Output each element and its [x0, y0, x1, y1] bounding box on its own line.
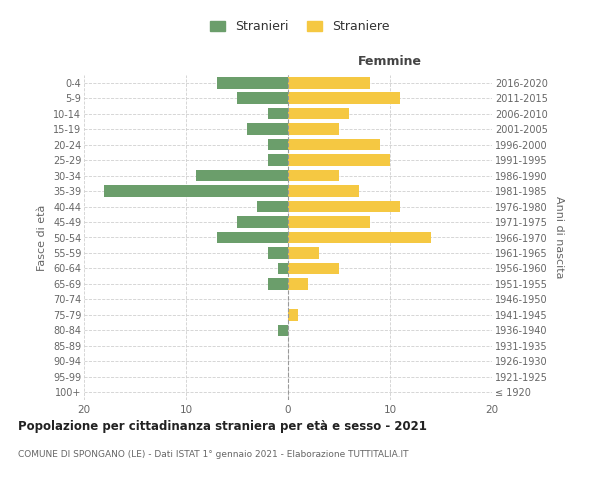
Bar: [196, 170, 288, 181]
Bar: [278, 262, 288, 274]
Bar: [288, 200, 400, 212]
Bar: [268, 278, 288, 289]
Bar: [288, 278, 308, 289]
Bar: [288, 108, 349, 120]
Bar: [288, 170, 339, 181]
Bar: [104, 186, 288, 197]
Text: Femmine: Femmine: [358, 56, 422, 68]
Bar: [288, 139, 380, 150]
Bar: [257, 200, 288, 212]
Y-axis label: Anni di nascita: Anni di nascita: [554, 196, 565, 279]
Bar: [288, 232, 431, 243]
Bar: [288, 154, 390, 166]
Bar: [278, 324, 288, 336]
Bar: [288, 247, 319, 259]
Bar: [268, 247, 288, 259]
Bar: [237, 216, 288, 228]
Bar: [288, 124, 339, 135]
Bar: [237, 92, 288, 104]
Bar: [288, 309, 298, 320]
Bar: [288, 216, 370, 228]
Y-axis label: Fasce di età: Fasce di età: [37, 204, 47, 270]
Bar: [288, 186, 359, 197]
Text: COMUNE DI SPONGANO (LE) - Dati ISTAT 1° gennaio 2021 - Elaborazione TUTTITALIA.I: COMUNE DI SPONGANO (LE) - Dati ISTAT 1° …: [18, 450, 409, 459]
Bar: [288, 92, 400, 104]
Bar: [288, 262, 339, 274]
Text: Popolazione per cittadinanza straniera per età e sesso - 2021: Popolazione per cittadinanza straniera p…: [18, 420, 427, 433]
Bar: [217, 232, 288, 243]
Bar: [288, 77, 370, 88]
Bar: [247, 124, 288, 135]
Bar: [268, 139, 288, 150]
Bar: [268, 154, 288, 166]
Bar: [268, 108, 288, 120]
Bar: [217, 77, 288, 88]
Legend: Stranieri, Straniere: Stranieri, Straniere: [206, 16, 394, 37]
